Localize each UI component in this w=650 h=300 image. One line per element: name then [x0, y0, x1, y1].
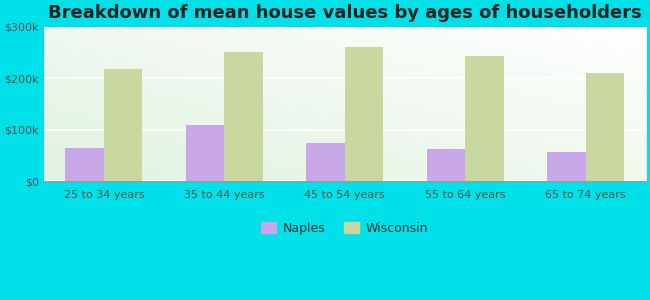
Legend: Naples, Wisconsin: Naples, Wisconsin — [257, 217, 433, 240]
Title: Breakdown of mean house values by ages of householders: Breakdown of mean house values by ages o… — [48, 4, 642, 22]
Bar — [465, 56, 504, 181]
Bar — [426, 149, 465, 181]
Bar — [547, 152, 586, 181]
Bar — [224, 52, 263, 181]
Bar — [586, 73, 624, 181]
Bar — [306, 143, 344, 181]
Bar — [66, 148, 104, 181]
Bar — [104, 69, 142, 181]
Bar — [344, 47, 383, 181]
Bar — [186, 125, 224, 181]
